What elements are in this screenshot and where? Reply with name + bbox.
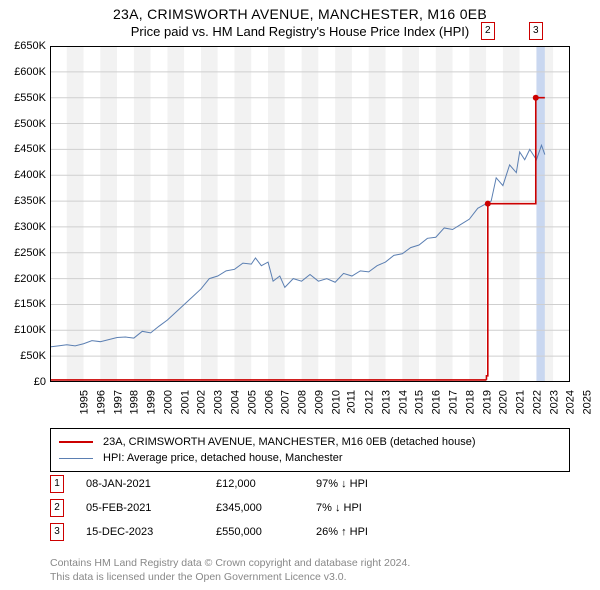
event-date-1: 08-JAN-2021 xyxy=(86,478,216,490)
legend-label-property: 23A, CRIMSWORTH AVENUE, MANCHESTER, M16 … xyxy=(103,436,476,448)
footer-line2: This data is licensed under the Open Gov… xyxy=(50,570,410,584)
chart-title-line1: 23A, CRIMSWORTH AVENUE, MANCHESTER, M16 … xyxy=(0,6,600,22)
event-diff-2: 7% ↓ HPI xyxy=(316,502,362,514)
x-tick-label: 2018 xyxy=(464,390,476,414)
events-table: 1 08-JAN-2021 £12,000 97% ↓ HPI 2 05-FEB… xyxy=(50,472,570,544)
x-tick-label: 2000 xyxy=(162,390,174,414)
legend-row-hpi: HPI: Average price, detached house, Manc… xyxy=(59,450,561,466)
x-tick-label: 2002 xyxy=(196,390,208,414)
event-date-2: 05-FEB-2021 xyxy=(86,502,216,514)
x-tick-label: 2009 xyxy=(313,390,325,414)
x-tick-label: 2020 xyxy=(498,390,510,414)
chart-title-line2: Price paid vs. HM Land Registry's House … xyxy=(0,24,600,39)
y-tick-label: £100K xyxy=(0,324,46,336)
event-price-2: £345,000 xyxy=(216,502,316,514)
x-tick-label: 2016 xyxy=(431,390,443,414)
plot-svg xyxy=(50,46,570,382)
x-tick-label: 1996 xyxy=(95,390,107,414)
y-tick-label: £350K xyxy=(0,195,46,207)
x-tick-label: 2019 xyxy=(481,390,493,414)
event-marker-2: 2 xyxy=(50,499,64,517)
x-tick-label: 2012 xyxy=(364,390,376,414)
event-row-2: 2 05-FEB-2021 £345,000 7% ↓ HPI xyxy=(50,496,570,520)
x-tick-label: 2001 xyxy=(179,390,191,414)
chart-marker-box: 2 xyxy=(481,22,495,40)
legend-swatch-hpi xyxy=(59,458,93,459)
x-tick-label: 2022 xyxy=(531,390,543,414)
x-tick-label: 2023 xyxy=(548,390,560,414)
x-tick-label: 2007 xyxy=(280,390,292,414)
chart-area: 23 xyxy=(50,46,570,382)
footer-attribution: Contains HM Land Registry data © Crown c… xyxy=(50,556,410,584)
x-tick-label: 2006 xyxy=(263,390,275,414)
x-tick-label: 2025 xyxy=(582,390,594,414)
y-tick-label: £600K xyxy=(0,66,46,78)
event-price-3: £550,000 xyxy=(216,526,316,538)
chart-marker-box: 3 xyxy=(529,22,543,40)
y-tick-label: £250K xyxy=(0,247,46,259)
x-tick-label: 2003 xyxy=(213,390,225,414)
event-row-1: 1 08-JAN-2021 £12,000 97% ↓ HPI xyxy=(50,472,570,496)
y-tick-label: £500K xyxy=(0,118,46,130)
x-tick-label: 2017 xyxy=(448,390,460,414)
y-tick-label: £550K xyxy=(0,92,46,104)
event-row-3: 3 15-DEC-2023 £550,000 26% ↑ HPI xyxy=(50,520,570,544)
event-marker-3: 3 xyxy=(50,523,64,541)
legend-box: 23A, CRIMSWORTH AVENUE, MANCHESTER, M16 … xyxy=(50,428,570,472)
legend-swatch-property xyxy=(59,441,93,443)
x-tick-label: 2024 xyxy=(565,390,577,414)
y-tick-label: £0 xyxy=(0,376,46,388)
x-tick-label: 1995 xyxy=(78,390,90,414)
event-price-1: £12,000 xyxy=(216,478,316,490)
legend-label-hpi: HPI: Average price, detached house, Manc… xyxy=(103,452,343,464)
y-tick-label: £50K xyxy=(0,350,46,362)
event-diff-1: 97% ↓ HPI xyxy=(316,478,368,490)
x-tick-label: 2015 xyxy=(414,390,426,414)
x-tick-label: 2008 xyxy=(297,390,309,414)
y-tick-label: £300K xyxy=(0,221,46,233)
figure-root: 23A, CRIMSWORTH AVENUE, MANCHESTER, M16 … xyxy=(0,0,600,590)
x-tick-label: 2014 xyxy=(397,390,409,414)
x-tick-label: 2011 xyxy=(346,390,358,414)
x-tick-label: 1998 xyxy=(129,390,141,414)
x-tick-label: 2004 xyxy=(229,390,241,414)
x-tick-label: 1997 xyxy=(112,390,124,414)
x-tick-label: 2021 xyxy=(515,390,527,414)
legend-row-property: 23A, CRIMSWORTH AVENUE, MANCHESTER, M16 … xyxy=(59,434,561,450)
event-diff-3: 26% ↑ HPI xyxy=(316,526,368,538)
y-tick-label: £150K xyxy=(0,298,46,310)
event-date-3: 15-DEC-2023 xyxy=(86,526,216,538)
x-tick-label: 2010 xyxy=(330,390,342,414)
y-tick-label: £400K xyxy=(0,169,46,181)
footer-line1: Contains HM Land Registry data © Crown c… xyxy=(50,556,410,570)
y-tick-label: £650K xyxy=(0,40,46,52)
event-marker-1: 1 xyxy=(50,475,64,493)
x-tick-label: 2005 xyxy=(246,390,258,414)
x-tick-label: 2013 xyxy=(380,390,392,414)
y-tick-label: £450K xyxy=(0,143,46,155)
y-tick-label: £200K xyxy=(0,273,46,285)
x-tick-label: 1999 xyxy=(146,390,158,414)
